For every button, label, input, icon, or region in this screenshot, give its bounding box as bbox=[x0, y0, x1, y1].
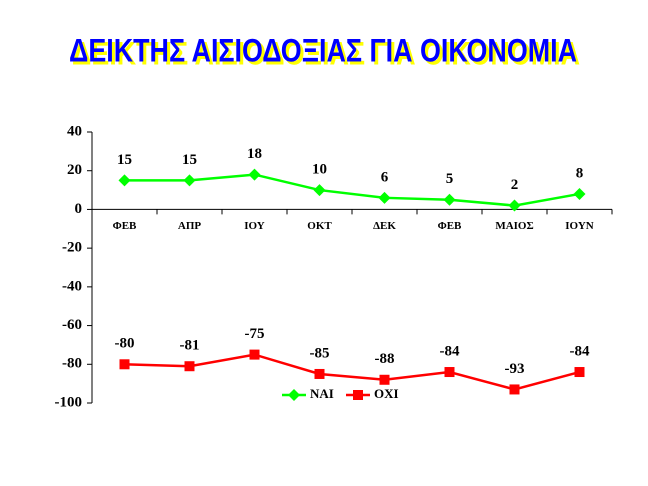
data-label: -75 bbox=[245, 326, 265, 342]
data-point bbox=[443, 193, 456, 206]
y-tick-label: -60 bbox=[62, 317, 82, 333]
data-point bbox=[313, 184, 326, 197]
data-label: 10 bbox=[312, 162, 327, 178]
data-point bbox=[249, 349, 260, 360]
data-point bbox=[184, 361, 195, 372]
y-tick-label: 40 bbox=[67, 123, 82, 139]
x-tick-label: ΦΕΒ bbox=[113, 220, 137, 232]
data-point bbox=[509, 384, 520, 395]
data-label: 8 bbox=[576, 165, 584, 181]
y-tick-label: -80 bbox=[62, 356, 82, 372]
chart-title: ΔΕΙΚΤΗΣ ΑΙΣΙΟΔΟΞΙΑΣ ΓΙΑ ΟΙΚΟΝΟΜΙΑ bbox=[69, 32, 577, 68]
data-label: -81 bbox=[180, 338, 200, 354]
y-tick-label: 20 bbox=[67, 162, 82, 178]
y-tick-label: -40 bbox=[62, 278, 82, 294]
data-point bbox=[183, 174, 196, 187]
data-point bbox=[314, 368, 325, 379]
data-point bbox=[118, 174, 131, 187]
data-label: -84 bbox=[570, 343, 590, 359]
legend-label: ΟΧΙ bbox=[374, 386, 399, 401]
x-tick-label: ΟΚΤ bbox=[307, 220, 332, 232]
y-tick-label: -20 bbox=[62, 240, 82, 256]
legend-marker bbox=[288, 389, 300, 401]
data-label: 15 bbox=[182, 152, 197, 168]
legend-label: ΝΑΙ bbox=[310, 386, 334, 401]
data-point bbox=[573, 187, 586, 200]
data-point bbox=[248, 168, 261, 181]
data-label: 6 bbox=[381, 169, 389, 185]
data-label: -80 bbox=[115, 336, 135, 352]
x-tick-label: ΦΕΒ bbox=[438, 220, 462, 232]
legend-marker bbox=[353, 390, 363, 400]
y-tick-label: 0 bbox=[75, 201, 83, 217]
data-label: 2 bbox=[511, 177, 519, 193]
data-label: -85 bbox=[310, 345, 330, 361]
x-tick-label: ΜΑΙΟΣ bbox=[495, 220, 533, 232]
data-point bbox=[508, 199, 521, 212]
x-tick-label: ΑΠΡ bbox=[178, 220, 202, 232]
data-label: -84 bbox=[440, 343, 460, 359]
data-point bbox=[379, 374, 390, 385]
x-tick-label: ΙΟΥ bbox=[244, 220, 265, 232]
chart-title-shadow: ΔΕΙΚΤΗΣ ΑΙΣΙΟΔΟΞΙΑΣ ΓΙΑ ΟΙΚΟΝΟΜΙΑ bbox=[72, 35, 580, 71]
series-line bbox=[124, 353, 580, 391]
data-label: 5 bbox=[446, 171, 454, 187]
series-line bbox=[124, 173, 580, 207]
x-tick-label: ΙΟΥΝ bbox=[565, 220, 593, 232]
x-tick-label: ΔΕΚ bbox=[373, 220, 396, 232]
data-point bbox=[378, 191, 391, 204]
data-label: 18 bbox=[247, 146, 262, 162]
data-point bbox=[574, 367, 585, 378]
data-label: -88 bbox=[375, 351, 395, 367]
data-label: -93 bbox=[505, 361, 525, 377]
y-tick-label: -100 bbox=[55, 394, 83, 410]
data-label: 15 bbox=[117, 152, 132, 168]
data-point bbox=[119, 359, 130, 370]
data-point bbox=[444, 367, 455, 378]
